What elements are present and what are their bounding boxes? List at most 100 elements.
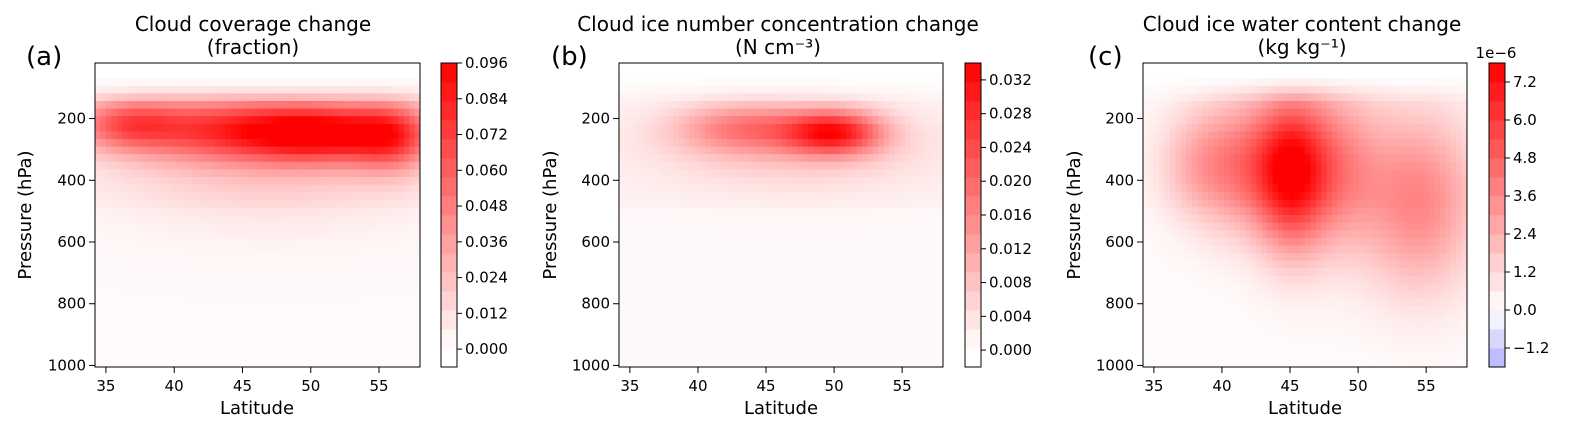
heatmap-cell (899, 230, 906, 239)
heatmap-cell (629, 177, 636, 186)
heatmap-cell (165, 260, 172, 269)
heatmap-cell (170, 245, 177, 254)
heatmap-cell (392, 78, 399, 87)
heatmap-cell (95, 359, 102, 367)
heatmap-cell (694, 275, 701, 284)
heatmap-cell (851, 237, 858, 246)
heatmap-cell (165, 131, 172, 140)
heatmap-cell (754, 291, 760, 300)
heatmap-cell (932, 123, 939, 132)
heatmap-cell (748, 101, 755, 110)
heatmap-cell (176, 359, 183, 367)
heatmap-cell (689, 192, 696, 201)
heatmap-cell (149, 237, 156, 246)
heatmap-cell (619, 215, 625, 224)
heatmap-cell (651, 291, 658, 300)
heatmap-cell (894, 260, 901, 269)
heatmap-cell (656, 298, 663, 307)
heatmap-cell (246, 215, 253, 224)
heatmap-cell (160, 336, 167, 345)
heatmap-cell (824, 192, 831, 201)
heatmap-cell (878, 184, 885, 193)
heatmap-cell (344, 215, 351, 224)
heatmap-cell (409, 275, 416, 284)
heatmap-cell (203, 108, 210, 117)
heatmap-cell (225, 336, 232, 345)
heatmap-cell (813, 154, 820, 163)
heatmap-cell (824, 351, 831, 360)
heatmap-cell (899, 260, 906, 269)
heatmap-cell (802, 260, 809, 269)
heatmap-cell (835, 101, 841, 110)
heatmap-cell (300, 230, 307, 239)
heatmap-cell (640, 192, 647, 201)
heatmap-cell (371, 154, 378, 163)
heatmap-cell (360, 192, 367, 201)
heatmap-cell (926, 268, 933, 277)
heatmap-cell (781, 344, 787, 353)
heatmap-cell (197, 161, 204, 170)
heatmap-cell (856, 306, 863, 315)
heatmap-cell (748, 78, 755, 87)
heatmap-cell (829, 192, 836, 201)
heatmap-cell (786, 63, 793, 72)
heatmap-cell (835, 351, 841, 360)
heatmap-cell (705, 116, 712, 125)
heatmap-cell (802, 169, 809, 178)
heatmap-cell (170, 192, 177, 201)
colorbar-segment (441, 120, 457, 140)
heatmap-cell (387, 177, 394, 186)
heatmap-cell (818, 237, 825, 246)
heatmap-cell (382, 139, 389, 148)
heatmap-cell (322, 139, 329, 148)
heatmap-cell (279, 230, 286, 239)
heatmap-cell (338, 63, 345, 72)
heatmap-cell (791, 291, 798, 300)
heatmap-cell (360, 93, 367, 102)
heatmap-cell (619, 78, 625, 87)
heatmap-cell (100, 169, 107, 178)
heatmap-cell (743, 169, 750, 178)
heatmap-cell (181, 215, 188, 224)
heatmap-cell (382, 146, 389, 155)
heatmap-cell (409, 101, 416, 110)
heatmap-cell (300, 336, 307, 345)
heatmap-cell (116, 199, 123, 208)
heatmap-cell (170, 70, 177, 79)
heatmap-cell (181, 336, 188, 345)
heatmap-cell (937, 161, 943, 170)
heatmap-cell (656, 245, 663, 254)
heatmap-cell (160, 161, 167, 170)
panel-b-title: Cloud ice number concentration change (577, 12, 979, 36)
heatmap-cell (883, 70, 890, 79)
heatmap-cell (235, 313, 242, 322)
heatmap-cell (290, 245, 297, 254)
heatmap-cell (122, 291, 129, 300)
colorbar-segment (441, 158, 457, 178)
heatmap-cell (268, 230, 275, 239)
heatmap-cell (327, 291, 334, 300)
heatmap-cell (349, 108, 356, 117)
heatmap-cell (683, 298, 690, 307)
heatmap-cell (414, 291, 420, 300)
heatmap-cell (781, 161, 787, 170)
heatmap-cell (673, 93, 679, 102)
heatmap-cell (154, 306, 161, 315)
heatmap-cell (759, 177, 766, 186)
heatmap-cell (300, 139, 307, 148)
heatmap-cell (187, 154, 194, 163)
heatmap-cell (764, 230, 771, 239)
heatmap-cell (775, 275, 782, 284)
heatmap-cell (926, 291, 933, 300)
heatmap-cell (268, 161, 275, 170)
heatmap-cell (916, 344, 922, 353)
heatmap-cell (937, 207, 943, 216)
heatmap-cell (322, 78, 329, 87)
heatmap-cell (219, 154, 226, 163)
heatmap-cell (727, 146, 733, 155)
heatmap-cell (916, 283, 922, 292)
heatmap-cell (786, 313, 793, 322)
heatmap-cell (95, 298, 102, 307)
heatmap-cell (716, 207, 723, 216)
heatmap-cell (154, 101, 161, 110)
